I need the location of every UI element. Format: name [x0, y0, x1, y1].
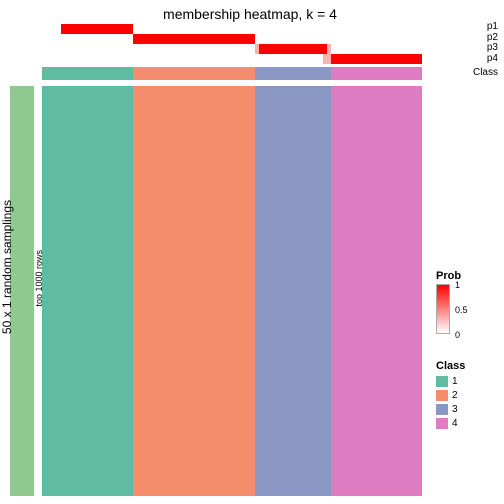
- class-swatch: [436, 418, 448, 429]
- heatmap-column: [133, 86, 255, 496]
- class-legend-item: 4: [436, 416, 496, 430]
- prob-row: [42, 54, 422, 64]
- prob-seg: [259, 44, 327, 54]
- class-seg: [42, 67, 133, 80]
- heatmap-column: [255, 86, 331, 496]
- prob-seg: [61, 24, 133, 34]
- prob-row: [42, 34, 422, 44]
- prob-seg: [255, 34, 422, 44]
- class-swatch: [436, 376, 448, 387]
- prob-seg: [331, 54, 422, 64]
- class-legend-item: 3: [436, 402, 496, 416]
- chart-area: [42, 24, 422, 502]
- class-label: 1: [452, 376, 458, 387]
- prob-row: [42, 24, 422, 34]
- class-seg: [255, 67, 331, 80]
- prob-seg: [331, 44, 422, 54]
- class-label: 3: [452, 404, 458, 415]
- class-legend-title: Class: [436, 360, 496, 372]
- prob-gradient: 10.50: [436, 284, 450, 334]
- prob-legend: Prob 10.50: [436, 270, 496, 334]
- prob-tick: 0.5: [455, 306, 468, 331]
- prob-seg: [42, 54, 323, 64]
- class-seg: [133, 67, 255, 80]
- class-swatch: [436, 390, 448, 401]
- prob-seg: [133, 34, 255, 44]
- prob-seg: [42, 34, 133, 44]
- heatmap-column: [331, 86, 422, 496]
- class-row-label: Class: [473, 67, 498, 78]
- prob-row-label: p3: [487, 43, 498, 54]
- prob-seg: [42, 24, 61, 34]
- class-label: 4: [452, 418, 458, 429]
- prob-seg: [133, 24, 422, 34]
- prob-tick: 1: [455, 281, 468, 306]
- prob-tracks: [42, 24, 422, 64]
- prob-row: [42, 44, 422, 54]
- class-seg: [331, 67, 422, 80]
- heatmap-column: [42, 86, 133, 496]
- prob-tick: 0: [455, 331, 468, 356]
- class-label: 2: [452, 390, 458, 401]
- class-legend: Class 1 2 3 4: [436, 360, 496, 430]
- prob-seg: [42, 44, 255, 54]
- prob-row-label: p4: [487, 54, 498, 65]
- chart-title: membership heatmap, k = 4: [100, 6, 400, 22]
- class-swatch: [436, 404, 448, 415]
- prob-row-labels: p1p2p3p4: [487, 22, 498, 64]
- class-legend-item: 2: [436, 388, 496, 402]
- prob-ticks: 10.50: [455, 281, 468, 356]
- class-legend-items: 1 2 3 4: [436, 374, 496, 430]
- class-track: [42, 67, 422, 80]
- left-label-outer: 50 x 1 random samplings: [0, 200, 14, 334]
- prob-seg: [323, 54, 331, 64]
- prob-row-label: p1: [487, 22, 498, 33]
- class-legend-item: 1: [436, 374, 496, 388]
- main-heatmap: [42, 86, 422, 496]
